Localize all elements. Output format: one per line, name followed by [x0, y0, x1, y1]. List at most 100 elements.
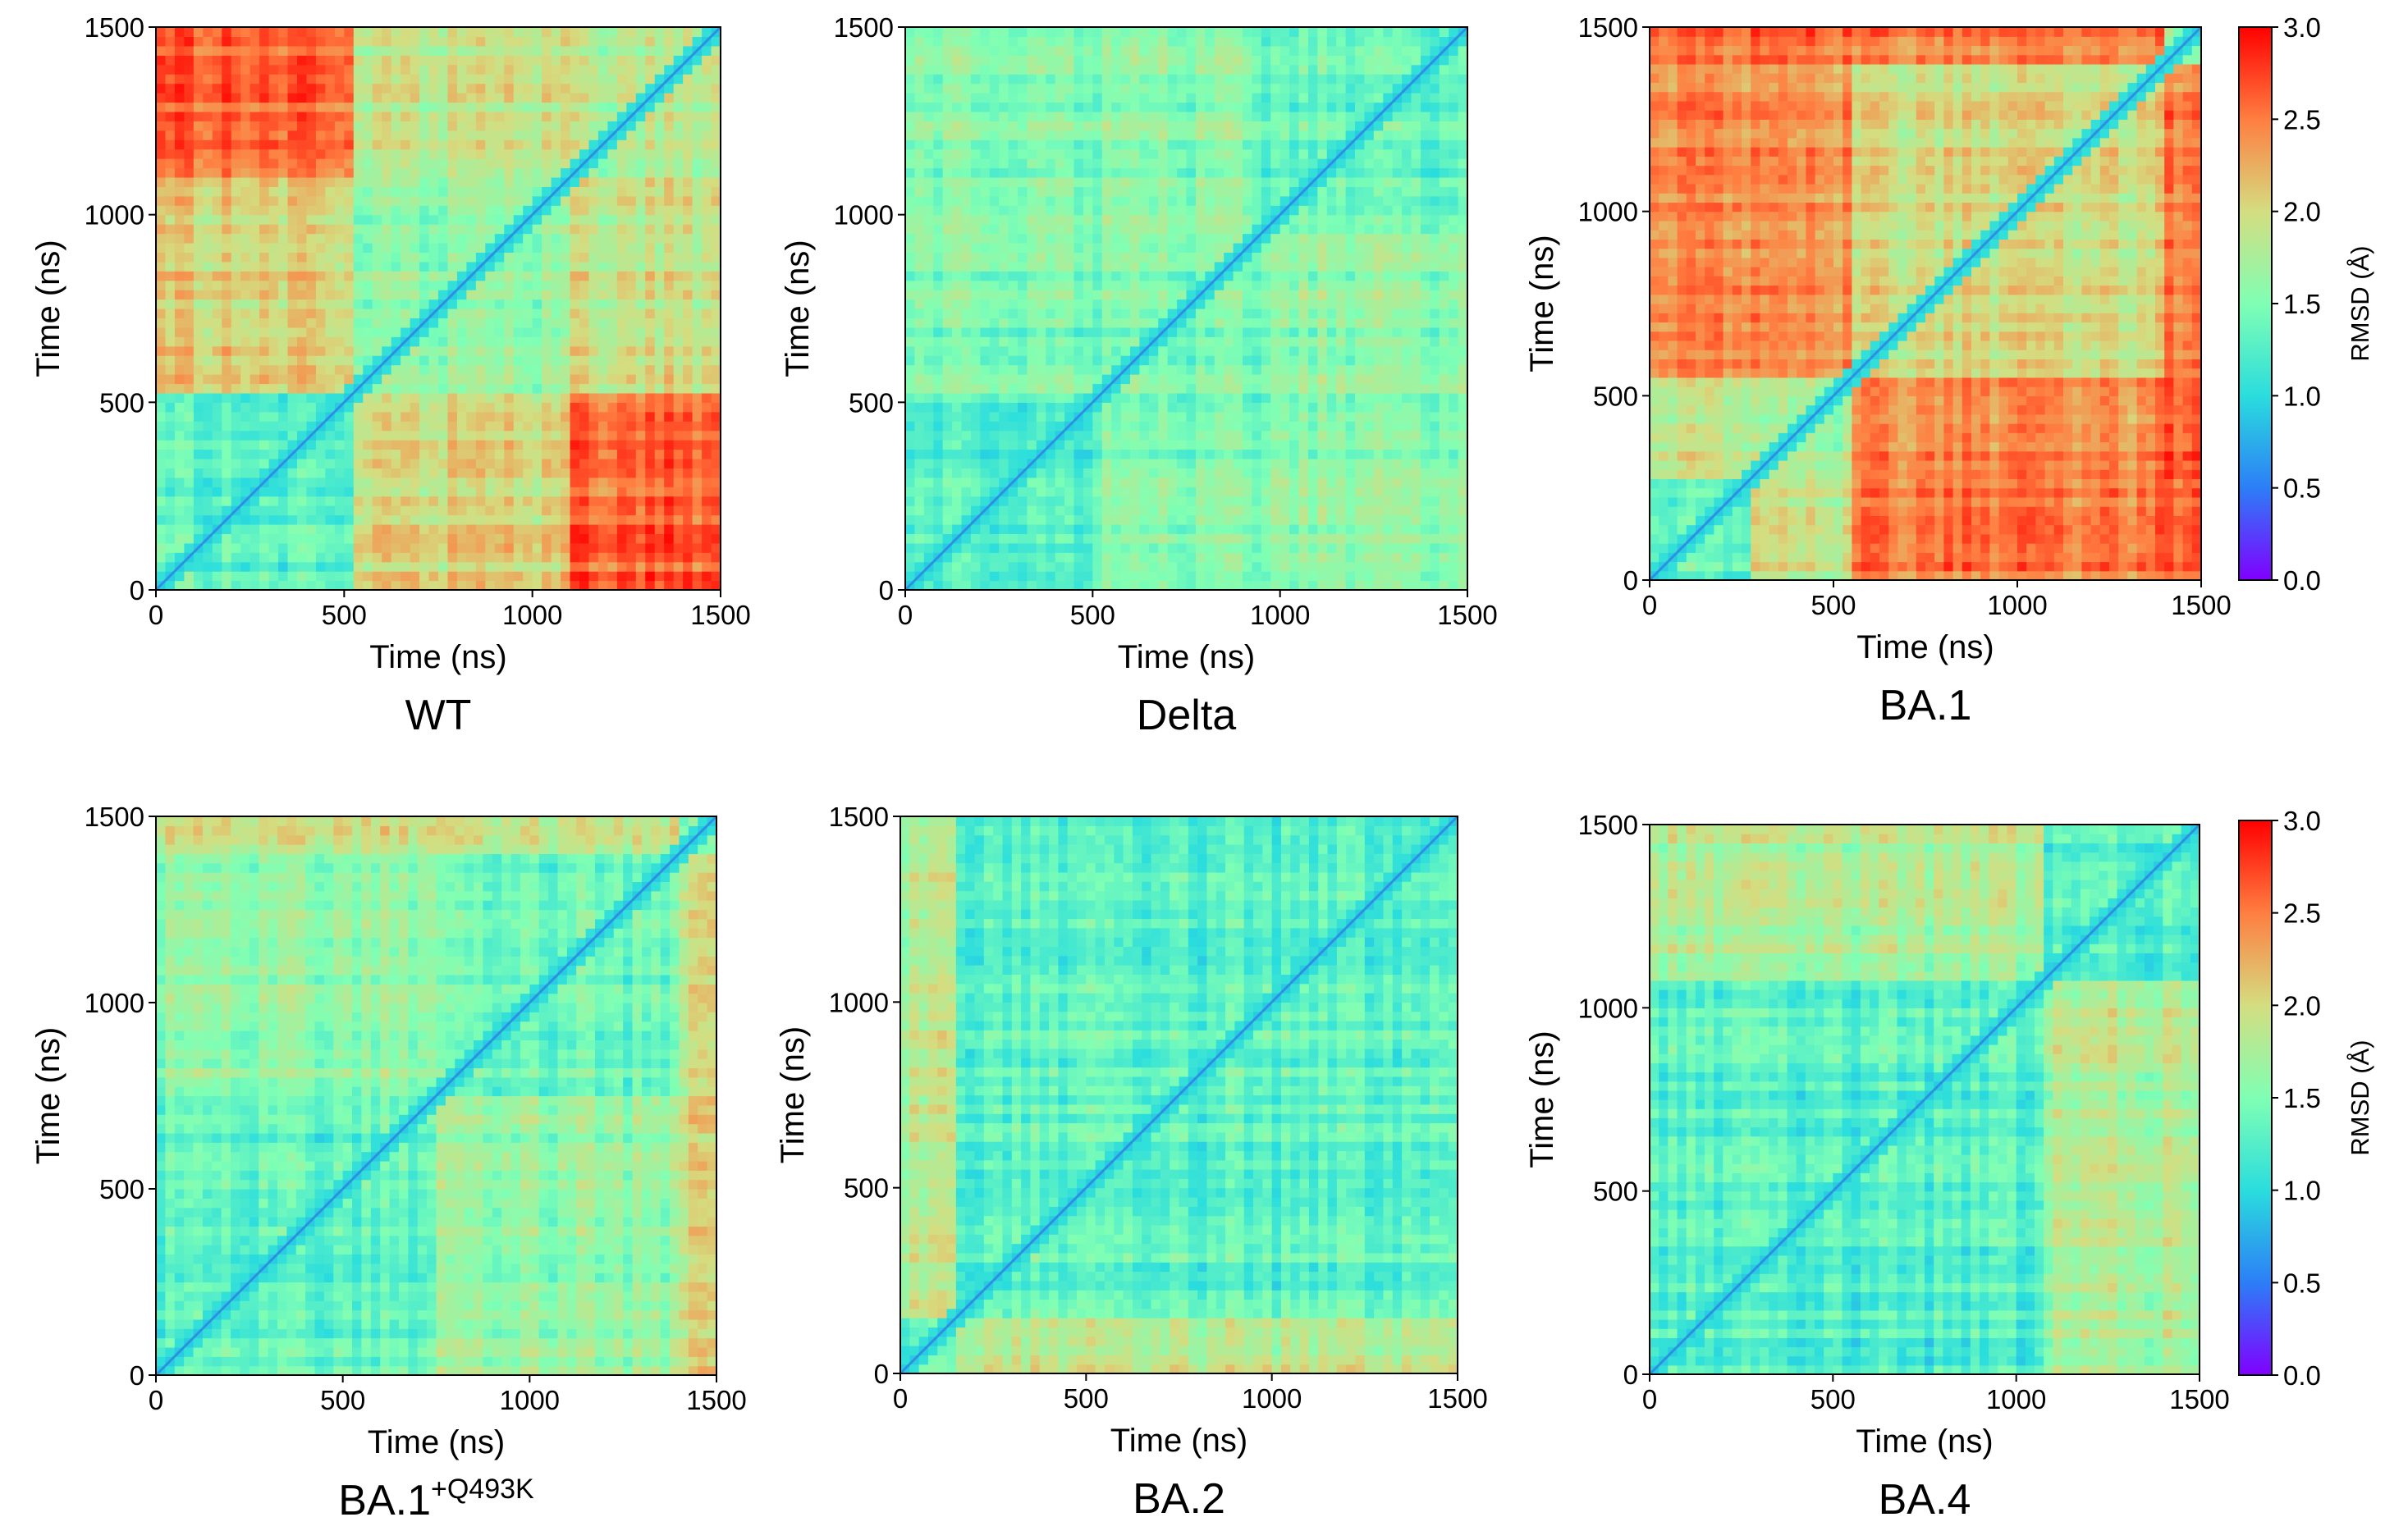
heatmap-cell	[354, 299, 364, 309]
heatmap-cell	[1046, 383, 1055, 393]
heatmap-cell	[194, 271, 204, 281]
heatmap-cell	[626, 158, 636, 168]
heatmap-cell	[980, 55, 990, 65]
heatmap-cell	[588, 440, 598, 450]
heatmap-cell	[447, 431, 457, 441]
heatmap-cell	[579, 552, 589, 562]
heatmap-cell	[962, 533, 972, 543]
heatmap-cell	[712, 440, 721, 450]
heatmap-cell	[1083, 524, 1093, 534]
heatmap-cell	[156, 262, 166, 272]
heatmap-cell	[617, 552, 627, 562]
heatmap-cell	[636, 468, 646, 478]
heatmap-cell	[504, 402, 514, 412]
heatmap-cell	[485, 308, 495, 318]
heatmap-cell	[1092, 468, 1102, 478]
heatmap-cell	[354, 308, 364, 318]
heatmap-cell	[702, 478, 712, 487]
heatmap-cell	[712, 571, 721, 581]
heatmap-cell	[306, 234, 316, 244]
heatmap-cell	[1111, 383, 1121, 393]
heatmap-cell	[1102, 262, 1112, 272]
heatmap-cell	[382, 412, 391, 422]
heatmap-cell	[476, 327, 486, 337]
heatmap-cell	[278, 205, 288, 215]
heatmap-cell	[1102, 562, 1112, 572]
heatmap-cell	[617, 374, 627, 384]
heatmap-cell	[1083, 487, 1093, 496]
heatmap-cell	[533, 177, 542, 187]
heatmap-cell	[466, 562, 476, 572]
heatmap-cell	[702, 158, 712, 168]
heatmap-cell	[373, 431, 382, 441]
heatmap-cell	[354, 355, 364, 365]
heatmap-cell	[466, 234, 476, 244]
heatmap-cell	[335, 308, 345, 318]
heatmap-cell	[1092, 355, 1102, 365]
heatmap-cell	[1046, 459, 1055, 468]
heatmap-cell	[325, 234, 335, 244]
heatmap-cell	[419, 505, 429, 515]
heatmap-cell	[259, 440, 269, 450]
heatmap-cell	[561, 121, 570, 130]
heatmap-cell	[674, 139, 684, 149]
heatmap-cell	[712, 487, 721, 496]
heatmap-cell	[579, 224, 589, 234]
heatmap-cell	[401, 450, 410, 459]
heatmap-cell	[213, 234, 222, 244]
heatmap-cell	[419, 533, 429, 543]
heatmap-cell	[354, 158, 364, 168]
heatmap-cell	[325, 84, 335, 94]
heatmap-cell	[607, 468, 617, 478]
heatmap-cell	[514, 186, 524, 196]
heatmap-cell	[1074, 93, 1084, 103]
heatmap-cell	[306, 318, 316, 327]
heatmap-cell	[702, 205, 712, 215]
heatmap-cell	[438, 290, 448, 299]
heatmap-cell	[636, 308, 646, 318]
heatmap-cell	[476, 74, 486, 84]
heatmap-cell	[514, 543, 524, 553]
heatmap-cell	[598, 355, 608, 365]
heatmap-cell	[175, 393, 185, 403]
heatmap-cell	[693, 487, 703, 496]
heatmap-cell	[693, 402, 703, 412]
heatmap-cell	[980, 365, 990, 375]
heatmap-cell	[504, 139, 514, 149]
heatmap-cell	[194, 158, 204, 168]
heatmap-cell	[1064, 130, 1074, 140]
heatmap-cell	[165, 355, 175, 365]
heatmap-cell	[1037, 27, 1046, 37]
heatmap-cell	[1064, 234, 1074, 244]
heatmap-cell	[683, 65, 693, 75]
heatmap-cell	[373, 234, 382, 244]
heatmap-cell	[156, 215, 166, 225]
heatmap-cell	[683, 112, 693, 121]
heatmap-cell	[598, 496, 608, 506]
heatmap-cell	[373, 355, 382, 365]
heatmap-cell	[1055, 402, 1065, 412]
heatmap-cell	[655, 412, 665, 422]
heatmap-cell	[702, 74, 712, 84]
heatmap-cell	[259, 281, 269, 290]
heatmap-cell	[655, 487, 665, 496]
heatmap-cell	[914, 450, 924, 459]
heatmap-cell	[213, 533, 222, 543]
heatmap-cell	[457, 393, 467, 403]
heatmap-cell	[1055, 36, 1065, 46]
heatmap-cell	[335, 571, 345, 581]
heatmap-cell	[175, 581, 185, 591]
heatmap-cell	[476, 139, 486, 149]
heatmap-cell	[933, 571, 943, 581]
heatmap-cell	[222, 412, 231, 422]
heatmap-cell	[971, 196, 981, 206]
heatmap-cell	[175, 383, 185, 393]
heatmap-cell	[980, 27, 990, 37]
heatmap-cell	[933, 468, 943, 478]
heatmap-cell	[250, 402, 260, 412]
heatmap-cell	[278, 65, 288, 75]
heatmap-cell	[373, 186, 382, 196]
heatmap-cell	[213, 177, 222, 187]
heatmap-cell	[373, 393, 382, 403]
heatmap-cell	[165, 374, 175, 384]
